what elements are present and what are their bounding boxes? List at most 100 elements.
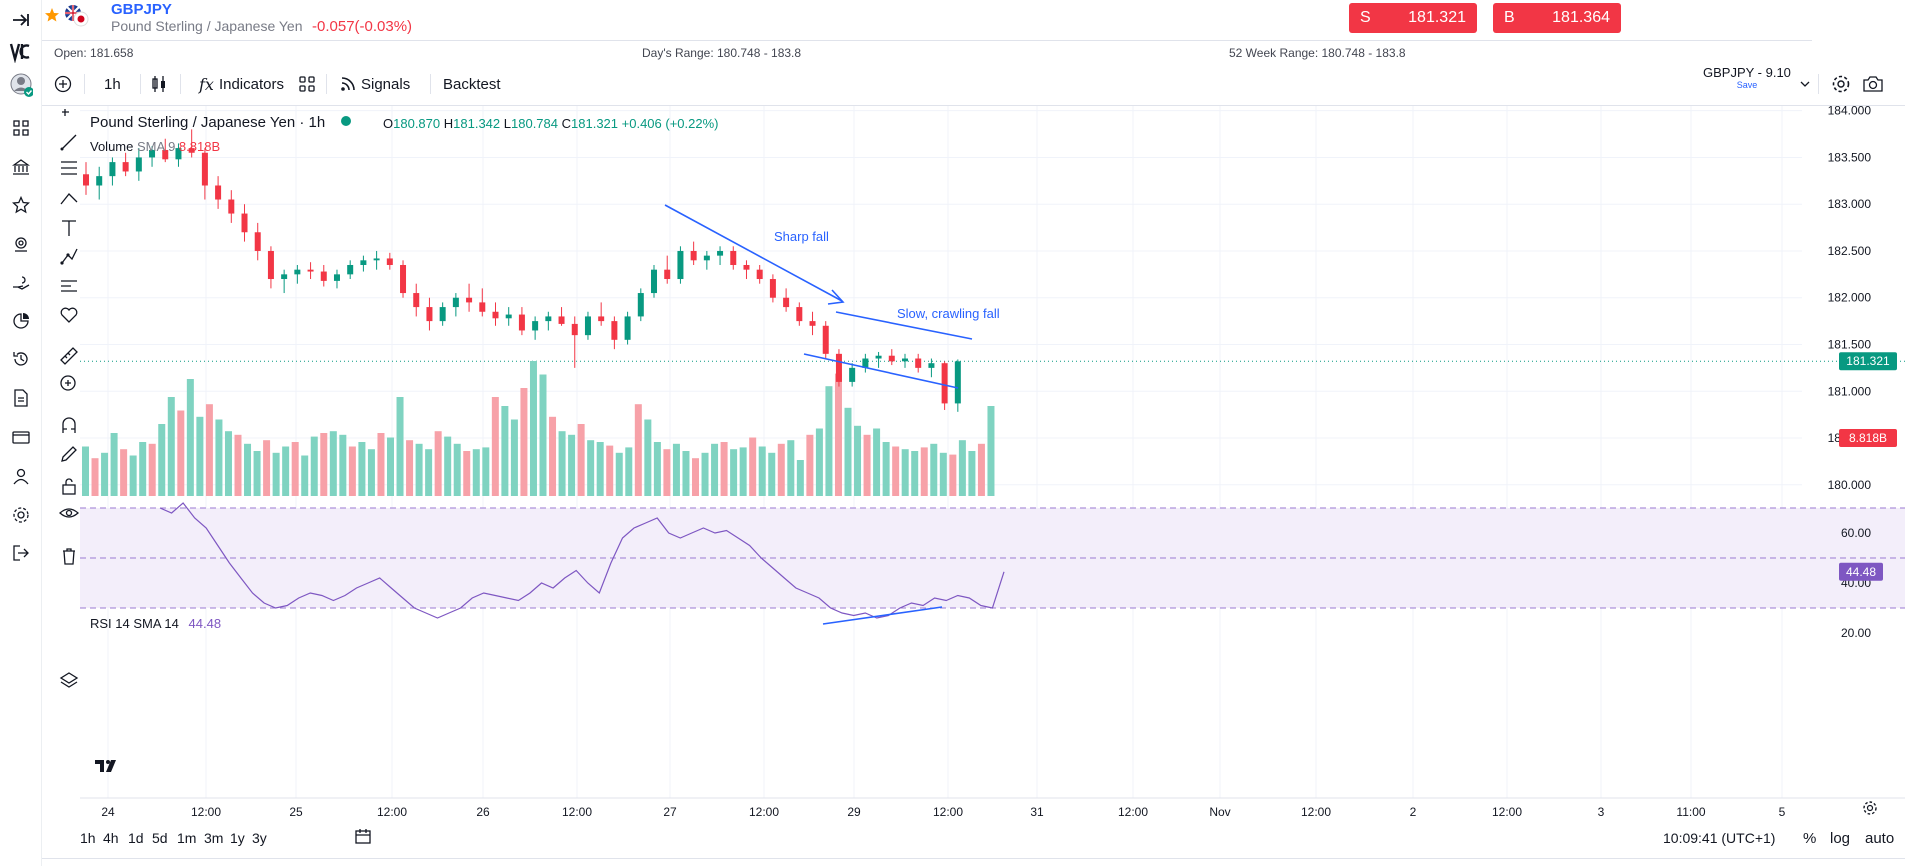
candle-body <box>730 250 737 265</box>
interval-button[interactable]: 1h <box>104 72 121 96</box>
candle-body <box>901 358 908 362</box>
favorites-heart-icon[interactable] <box>59 305 79 325</box>
time-tick-label: Nov <box>1209 805 1230 819</box>
candle <box>690 241 697 265</box>
price-tick-label: 182.000 <box>1828 291 1872 305</box>
date-range-button[interactable] <box>354 828 372 850</box>
dashboard-icon[interactable] <box>9 116 33 140</box>
chart-type-button[interactable] <box>150 72 168 96</box>
range-button-3m[interactable]: 3m <box>204 830 224 846</box>
bank-icon[interactable] <box>9 155 33 179</box>
price-chart[interactable]: Sharp fall Slow, crawling fall 184.000 183… <box>80 106 1905 836</box>
history-icon[interactable] <box>9 347 33 371</box>
volume-bar <box>453 443 461 496</box>
volume-bar <box>692 458 699 496</box>
document-icon[interactable] <box>9 386 33 410</box>
range-button-4h[interactable]: 4h <box>103 830 119 846</box>
candle <box>637 288 644 322</box>
pattern-icon[interactable] <box>59 246 79 266</box>
price-tick-label: 181.000 <box>1828 384 1872 398</box>
candle <box>915 353 922 373</box>
candles-icon <box>152 76 165 92</box>
range-button-1d[interactable]: 1d <box>128 830 144 846</box>
candle <box>598 302 605 326</box>
buy-button[interactable]: B 181.364 <box>1493 3 1621 33</box>
log-scale-button[interactable]: log <box>1830 830 1851 847</box>
indicators-button[interactable]: fx Indicators <box>199 72 284 96</box>
range-button-1h[interactable]: 1h <box>80 830 96 846</box>
price-tick-label: 184.000 <box>1828 106 1872 118</box>
volume-bar <box>167 397 175 496</box>
magnet-icon[interactable] <box>59 416 79 436</box>
candle-body <box>162 149 169 160</box>
symbol-name[interactable]: GBPJPY <box>111 1 172 18</box>
favorite-star-icon[interactable] <box>44 7 60 28</box>
range-button-1y[interactable]: 1y <box>230 830 245 846</box>
forecast-icon[interactable] <box>59 276 79 296</box>
logout-icon[interactable] <box>9 541 33 565</box>
volume-bar <box>711 443 719 496</box>
ruler-icon[interactable] <box>59 346 79 366</box>
chart-area[interactable]: Sharp fall Slow, crawling fall 184.000 183… <box>80 106 1905 836</box>
candle <box>584 311 591 340</box>
volume-bar <box>568 434 576 496</box>
screenshot-button[interactable] <box>1863 72 1883 96</box>
pencil-icon[interactable] <box>59 444 79 464</box>
volume-bar <box>120 449 128 496</box>
layers-icon[interactable] <box>59 670 79 690</box>
wallet-icon[interactable] <box>9 425 33 449</box>
eye-icon[interactable] <box>59 503 79 523</box>
pitchfork-icon[interactable] <box>59 188 79 208</box>
chart-settings-button[interactable] <box>1831 72 1851 96</box>
volume-bar <box>911 451 919 496</box>
hand-coins-icon[interactable] <box>9 271 33 295</box>
volume-bar <box>425 449 433 496</box>
volume-bar <box>91 458 99 496</box>
percent-scale-button[interactable]: % <box>1803 830 1817 847</box>
templates-button[interactable] <box>299 72 315 96</box>
backtest-button[interactable]: Backtest <box>443 72 501 96</box>
text-tool-icon[interactable] <box>59 218 79 238</box>
candle <box>677 246 684 284</box>
time-tick-label: 12:00 <box>377 805 407 819</box>
range-button-5d[interactable]: 5d <box>152 830 168 846</box>
pie-chart-icon[interactable] <box>9 309 33 333</box>
settings-gear-icon[interactable] <box>9 503 33 527</box>
zoom-in-icon[interactable] <box>59 374 79 394</box>
volume-bar <box>768 452 776 496</box>
volume-bar <box>215 419 223 496</box>
add-symbol-button[interactable] <box>54 72 72 96</box>
function-icon: fx <box>199 74 214 94</box>
auto-scale-button[interactable]: auto <box>1865 830 1895 847</box>
collapse-icon[interactable] <box>9 8 33 32</box>
candle <box>822 321 829 359</box>
clock[interactable]: 10:09:41 (UTC+1) <box>1663 830 1776 846</box>
lock-icon[interactable] <box>59 476 79 496</box>
candle-body <box>96 176 103 186</box>
candle <box>835 349 842 387</box>
horizontal-lines-icon[interactable] <box>59 158 79 178</box>
layout-save-button[interactable]: GBPJPY - 9.10 Save <box>1703 65 1791 90</box>
profile-icon[interactable] <box>9 464 33 488</box>
candle <box>875 351 882 368</box>
candle-body <box>743 264 750 270</box>
camera-icon <box>1863 76 1883 92</box>
volume-bar <box>529 361 537 496</box>
candle-body <box>584 316 591 336</box>
cursor-icon[interactable] <box>59 106 79 126</box>
brand-logo-icon[interactable] <box>9 40 33 64</box>
camera-feed-icon[interactable] <box>9 232 33 256</box>
range-button-3y[interactable]: 3y <box>252 830 267 846</box>
watchlist-star-icon[interactable] <box>9 193 33 217</box>
trash-icon[interactable] <box>59 546 79 566</box>
plus-circle-icon <box>54 75 72 93</box>
signals-button[interactable]: Signals <box>340 72 410 96</box>
trend-line-icon[interactable] <box>59 132 79 152</box>
range-button-1m[interactable]: 1m <box>177 830 197 846</box>
volume-bar <box>806 434 814 496</box>
layout-dropdown[interactable] <box>1800 72 1810 96</box>
volume-bar <box>282 446 290 496</box>
volume-bar <box>777 443 785 496</box>
user-avatar-icon[interactable] <box>9 73 33 97</box>
sell-button[interactable]: S 181.321 <box>1349 3 1477 33</box>
